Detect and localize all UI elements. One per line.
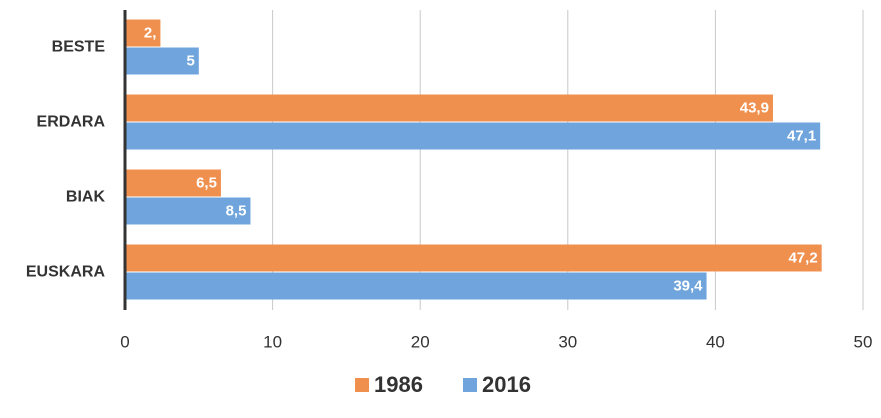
data-label: 47,1: [787, 127, 816, 144]
legend-label: 2016: [482, 372, 531, 397]
y-tick-label: ERDARA: [37, 114, 106, 131]
data-label: 47,2: [788, 249, 817, 266]
data-label: 8,5: [226, 202, 247, 219]
y-tick-label: BESTE: [52, 39, 106, 56]
legend-swatch: [355, 378, 369, 392]
bar: [125, 272, 707, 300]
legend-label: 1986: [374, 372, 423, 397]
bar: [125, 244, 822, 272]
bar: [125, 94, 773, 122]
data-label: 6,5: [196, 174, 217, 191]
x-tick-label: 30: [558, 332, 577, 351]
data-label: 2,: [144, 24, 157, 41]
bar: [125, 19, 161, 47]
x-tick-label: 20: [411, 332, 430, 351]
x-tick-label: 40: [706, 332, 725, 351]
legend-swatch: [463, 378, 477, 392]
x-tick-label: 10: [263, 332, 282, 351]
x-tick-label: 0: [120, 332, 129, 351]
bar: [125, 122, 821, 150]
bar: [125, 197, 251, 225]
bar: [125, 47, 199, 75]
bar: [125, 169, 221, 197]
x-tick-label: 50: [854, 332, 873, 351]
y-tick-label: BIAK: [66, 189, 106, 206]
data-label: 5: [186, 52, 194, 69]
data-label: 43,9: [740, 99, 769, 116]
data-label: 39,4: [673, 277, 703, 294]
y-tick-label: EUSKARA: [26, 264, 106, 281]
